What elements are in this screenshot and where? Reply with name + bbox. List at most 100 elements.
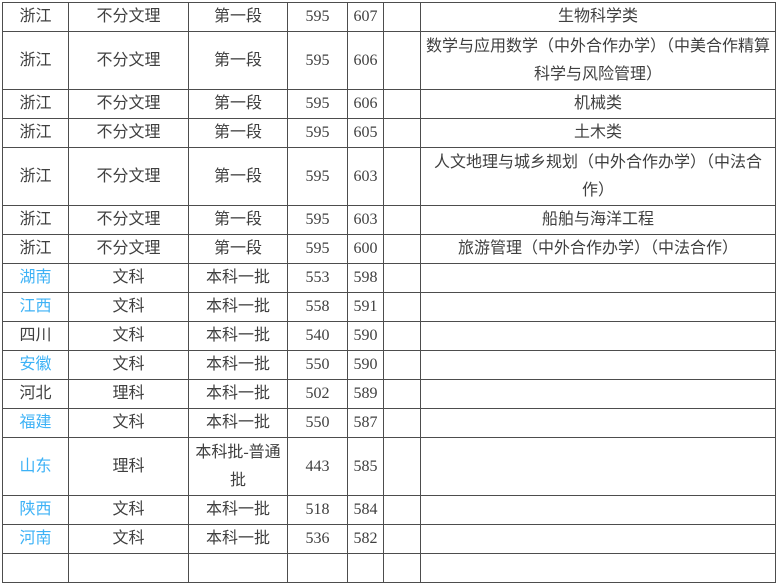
cell-score1: 595 bbox=[287, 234, 348, 264]
cell-batch: 本科一批 bbox=[188, 524, 288, 554]
cell-category: 不分文理 bbox=[68, 89, 189, 119]
cell-batch: 本科一批 bbox=[188, 350, 288, 380]
cell-score1: 595 bbox=[287, 2, 348, 32]
cell-score2: 607 bbox=[347, 2, 384, 32]
cell-score1: 502 bbox=[287, 379, 348, 409]
cell-score1: 553 bbox=[287, 263, 348, 293]
cell-score1: 518 bbox=[287, 495, 348, 525]
cell-province: 浙江 bbox=[2, 31, 69, 90]
cell-major: 土木类 bbox=[420, 118, 776, 148]
cell-major bbox=[420, 495, 776, 525]
cell-category bbox=[68, 553, 189, 583]
cell-score2: 605 bbox=[347, 118, 384, 148]
cell-score1: 540 bbox=[287, 321, 348, 351]
cell-spacer bbox=[383, 31, 421, 90]
cell-category: 不分文理 bbox=[68, 147, 189, 206]
cell-batch: 本科一批 bbox=[188, 408, 288, 438]
table-row: 浙江 不分文理 第一段 595 603 船舶与海洋工程 bbox=[2, 205, 776, 235]
cell-batch: 本科一批 bbox=[188, 495, 288, 525]
cell-category: 文科 bbox=[68, 524, 189, 554]
cell-batch: 第一段 bbox=[188, 89, 288, 119]
province-link[interactable]: 江西 bbox=[2, 292, 69, 322]
cell-spacer bbox=[383, 321, 421, 351]
cell-score2: 585 bbox=[347, 437, 384, 496]
cell-score2: 606 bbox=[347, 89, 384, 119]
province-link[interactable]: 福建 bbox=[2, 408, 69, 438]
table-row: 浙江 不分文理 第一段 595 606 机械类 bbox=[2, 89, 776, 119]
cell-score1: 595 bbox=[287, 89, 348, 119]
cell-score1: 550 bbox=[287, 350, 348, 380]
cell-major bbox=[420, 553, 776, 583]
province-link[interactable]: 河南 bbox=[2, 524, 69, 554]
cell-score2: 587 bbox=[347, 408, 384, 438]
cell-province: 浙江 bbox=[2, 205, 69, 235]
cell-batch: 第一段 bbox=[188, 118, 288, 148]
cell-category: 文科 bbox=[68, 408, 189, 438]
cell-score1: 443 bbox=[287, 437, 348, 496]
table-row: 湖南 文科 本科一批 553 598 bbox=[2, 263, 776, 293]
cell-spacer bbox=[383, 437, 421, 496]
table-row: 江西 文科 本科一批 558 591 bbox=[2, 292, 776, 322]
cell-major bbox=[420, 524, 776, 554]
cell-batch bbox=[188, 553, 288, 583]
cell-spacer bbox=[383, 524, 421, 554]
cell-category: 理科 bbox=[68, 437, 189, 496]
table-row: 浙江 不分文理 第一段 595 606 数学与应用数学（中外合作办学）（中美合作精算科学与… bbox=[2, 31, 776, 90]
cell-spacer bbox=[383, 553, 421, 583]
table-row: 陕西 文科 本科一批 518 584 bbox=[2, 495, 776, 525]
cell-category: 不分文理 bbox=[68, 205, 189, 235]
table-row: 浙江 不分文理 第一段 595 607 生物科学类 bbox=[2, 2, 776, 32]
cell-spacer bbox=[383, 147, 421, 206]
cell-spacer bbox=[383, 350, 421, 380]
cell-category: 文科 bbox=[68, 350, 189, 380]
cell-category: 文科 bbox=[68, 495, 189, 525]
province-link[interactable]: 湖南 bbox=[2, 263, 69, 293]
cell-spacer bbox=[383, 379, 421, 409]
cell-province: 浙江 bbox=[2, 89, 69, 119]
cell-batch: 第一段 bbox=[188, 2, 288, 32]
cell-province: 浙江 bbox=[2, 234, 69, 264]
cell-score2: 584 bbox=[347, 495, 384, 525]
cell-score1: 595 bbox=[287, 118, 348, 148]
cell-major bbox=[420, 292, 776, 322]
cell-batch: 本科一批 bbox=[188, 321, 288, 351]
cell-major bbox=[420, 350, 776, 380]
cell-province: 四川 bbox=[2, 321, 69, 351]
cell-score1: 595 bbox=[287, 147, 348, 206]
province-link[interactable]: 安徽 bbox=[2, 350, 69, 380]
cell-spacer bbox=[383, 408, 421, 438]
cell-batch: 本科一批 bbox=[188, 292, 288, 322]
cell-spacer bbox=[383, 292, 421, 322]
cell-province: 浙江 bbox=[2, 2, 69, 32]
cell-score2: 598 bbox=[347, 263, 384, 293]
cell-score2: 590 bbox=[347, 321, 384, 351]
cell-score2 bbox=[347, 553, 384, 583]
table-row: 安徽 文科 本科一批 550 590 bbox=[2, 350, 776, 380]
cell-score1: 536 bbox=[287, 524, 348, 554]
cell-major bbox=[420, 437, 776, 496]
cell-category: 不分文理 bbox=[68, 31, 189, 90]
cell-spacer bbox=[383, 263, 421, 293]
province-link[interactable]: 陕西 bbox=[2, 495, 69, 525]
table-row: 福建 文科 本科一批 550 587 bbox=[2, 408, 776, 438]
table-row: 四川 文科 本科一批 540 590 bbox=[2, 321, 776, 351]
table-row: 浙江 不分文理 第一段 595 605 土木类 bbox=[2, 118, 776, 148]
province-link[interactable]: 山东 bbox=[2, 437, 69, 496]
cell-major: 船舶与海洋工程 bbox=[420, 205, 776, 235]
table-row: 河北 理科 本科一批 502 589 bbox=[2, 379, 776, 409]
cell-major bbox=[420, 379, 776, 409]
cell-score2: 603 bbox=[347, 205, 384, 235]
cell-province: 河北 bbox=[2, 379, 69, 409]
cell-major bbox=[420, 263, 776, 293]
cell-spacer bbox=[383, 205, 421, 235]
cell-batch: 第一段 bbox=[188, 147, 288, 206]
cell-category: 理科 bbox=[68, 379, 189, 409]
cell-score2: 582 bbox=[347, 524, 384, 554]
table-row: 河南 文科 本科一批 536 582 bbox=[2, 524, 776, 554]
cell-score1: 558 bbox=[287, 292, 348, 322]
cell-batch: 本科一批 bbox=[188, 379, 288, 409]
cell-spacer bbox=[383, 495, 421, 525]
cell-major: 人文地理与城乡规划（中外合作办学）（中法合作） bbox=[420, 147, 776, 206]
cell-major: 数学与应用数学（中外合作办学）（中美合作精算科学与风险管理） bbox=[420, 31, 776, 90]
